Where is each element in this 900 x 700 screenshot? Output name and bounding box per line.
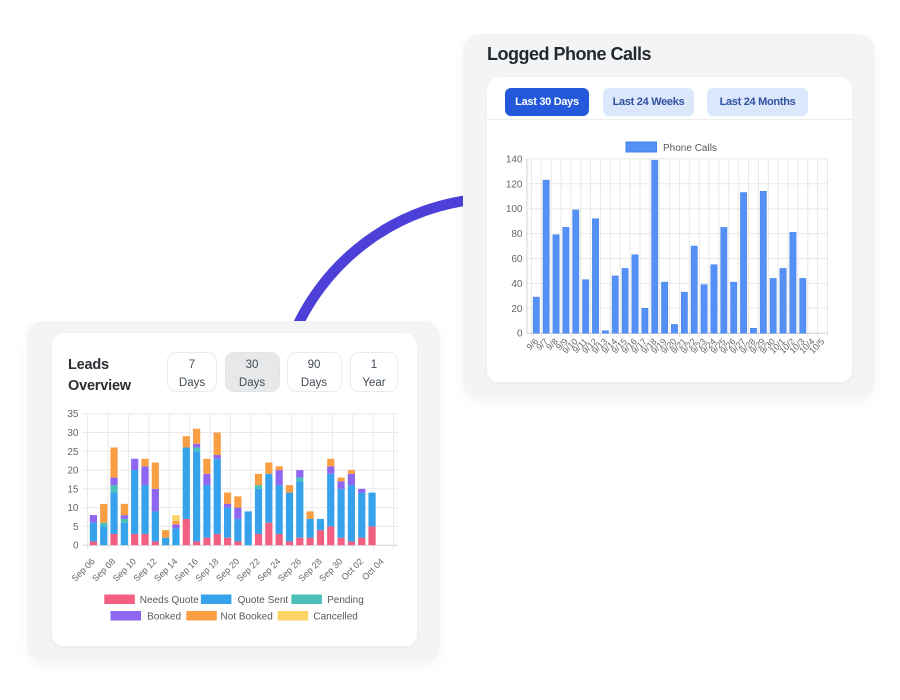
svg-text:Oct 04: Oct 04 <box>360 556 386 582</box>
svg-text:15: 15 <box>67 484 79 495</box>
svg-text:100: 100 <box>506 204 523 215</box>
svg-text:Not Booked: Not Booked <box>221 612 273 623</box>
svg-text:80: 80 <box>511 229 523 240</box>
svg-text:Quote Sent: Quote Sent <box>238 595 289 606</box>
svg-text:60: 60 <box>511 254 523 265</box>
svg-text:Cancelled: Cancelled <box>313 612 357 623</box>
svg-text:Oct 02: Oct 02 <box>339 556 365 582</box>
svg-text:25: 25 <box>67 447 79 458</box>
svg-text:Sep 30: Sep 30 <box>317 556 344 583</box>
svg-text:35: 35 <box>67 409 79 420</box>
svg-text:Booked: Booked <box>147 612 181 623</box>
svg-text:10: 10 <box>67 503 79 514</box>
svg-text:40: 40 <box>511 279 523 290</box>
svg-text:0: 0 <box>73 541 79 552</box>
svg-text:Needs Quote: Needs Quote <box>140 595 199 606</box>
svg-text:20: 20 <box>67 466 79 477</box>
svg-text:Phone Calls: Phone Calls <box>663 143 717 154</box>
svg-text:120: 120 <box>506 179 523 190</box>
svg-text:30: 30 <box>67 428 79 439</box>
svg-text:20: 20 <box>511 304 523 315</box>
svg-text:5: 5 <box>73 522 79 533</box>
svg-text:Pending: Pending <box>327 595 364 606</box>
svg-text:140: 140 <box>506 154 523 165</box>
svg-text:0: 0 <box>517 329 523 340</box>
